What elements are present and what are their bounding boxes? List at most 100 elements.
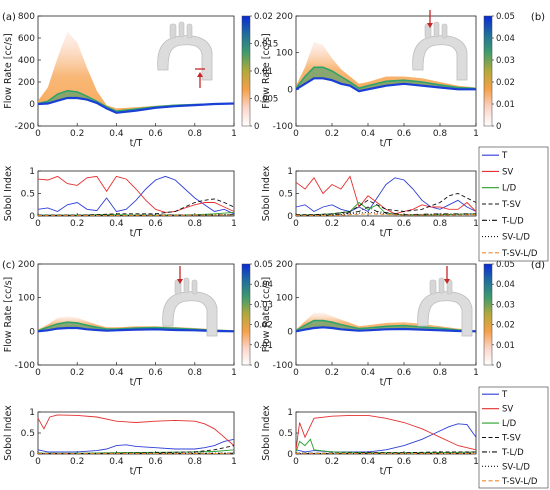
y-tick-label: 400: [18, 56, 35, 66]
y-tick-label: 0: [29, 100, 35, 110]
sobol-legends: TSVL/DT-SVT-L/DSV-L/DT-SV-L/DTSVL/DT-SVT…: [478, 146, 549, 489]
y-tick-label: 0: [287, 85, 293, 95]
subclavian-branch: [446, 279, 453, 295]
y-tick-label: -200: [15, 122, 36, 132]
aorta-arch-shape: [162, 291, 218, 337]
x-tick-label: 0.2: [70, 368, 84, 378]
y-axis-label: Sobol Index: [3, 405, 14, 461]
legend-entry-label: T: [501, 390, 508, 400]
x-tick-label: 0.4: [109, 219, 124, 229]
x-tick-label: 0.8: [188, 129, 203, 139]
x-tick-label: 0.6: [148, 129, 163, 139]
x-tick-label: 1: [231, 219, 237, 229]
colorbar-tick-label: 0.03: [496, 56, 515, 66]
y-tick-label: 1: [287, 167, 293, 177]
location-arrow-a: [195, 68, 205, 88]
x-axis-label: t/T: [380, 377, 393, 388]
aorta-inset-d: [417, 277, 473, 337]
colorbar-tick-label: 0.02: [496, 321, 515, 331]
sobol-series-t-l-d: [295, 206, 476, 217]
x-tick-label: 0: [293, 219, 299, 229]
x-tick-label: 0.4: [361, 129, 376, 139]
sobol-series-sv: [37, 175, 235, 213]
arrow-head: [197, 72, 203, 77]
x-tick-label: 0.4: [361, 457, 376, 467]
lower-envelope-line: [37, 96, 235, 114]
sobol-panel-d: 0 0.2 0.4 0.6 0.8 1 0 0.5 1 t/T Sobol Index: [261, 405, 479, 477]
colorbar: [241, 15, 251, 127]
x-tick-label: 0.6: [148, 457, 163, 467]
x-tick-label: 0.8: [433, 457, 448, 467]
panel-label: (d): [531, 260, 545, 271]
panel-label: (c): [2, 260, 15, 271]
x-tick-label: 0.2: [70, 219, 84, 229]
x-tick-label: 0: [35, 457, 41, 467]
x-tick-label: 1: [473, 129, 479, 139]
sobol-series-sv: [37, 414, 235, 446]
y-tick-label: 0.5: [21, 190, 35, 200]
colorbar-tick-label: 0.015: [254, 40, 278, 50]
mean-flow-line: [295, 66, 477, 90]
colorbar: [483, 263, 493, 366]
y-tick-label: 200: [276, 12, 293, 22]
colorbar-tick-label: 0.01: [496, 100, 515, 110]
y-axis-label: Flow Rate [cc/s]: [3, 33, 14, 109]
x-tick-label: 0.4: [109, 368, 124, 378]
legend-entry-label: L/D: [502, 184, 517, 194]
legend-entry-label: T-SV-L/D: [501, 477, 538, 487]
x-tick-label: 0.6: [148, 368, 163, 378]
y-tick-label: 0.5: [279, 429, 293, 439]
x-tick-label: 0.6: [397, 219, 412, 229]
subclavian-branch: [186, 23, 193, 39]
x-axis-label: t/T: [130, 138, 143, 149]
colorbar-tick-label: 0: [496, 361, 501, 371]
sobol-series-t: [37, 175, 235, 215]
colorbar-tick-label: 0.04: [496, 280, 515, 290]
x-tick-label: 0.2: [325, 219, 339, 229]
colorbar-tick-label: 0.01: [254, 67, 273, 77]
y-tick-label: 0: [287, 212, 293, 222]
mean-flow-line: [295, 319, 477, 332]
location-arrow-c: [177, 266, 183, 284]
legend-entry-label: L/D: [502, 419, 517, 429]
colorbar-tick-label: 0.04: [496, 34, 515, 44]
x-tick-label: 0: [35, 129, 41, 139]
colorbar-tick-label: 0.03: [496, 300, 515, 310]
lower-envelope-line: [295, 326, 477, 333]
colorbar-tick-label: 0.02: [254, 321, 273, 331]
x-tick-label: 0.8: [188, 457, 203, 467]
aorta-arch-shape: [417, 291, 473, 337]
plot-frame: [37, 170, 235, 217]
aorta-arch-shape: [412, 35, 468, 81]
carotid-branch: [433, 21, 440, 38]
x-axis-label: t/T: [130, 228, 143, 239]
y-tick-label: 0.5: [21, 429, 35, 439]
x-tick-label: 1: [231, 368, 237, 378]
colorbar-tick-label: 0.02: [496, 78, 515, 88]
x-tick-label: 0.8: [433, 368, 448, 378]
y-tick-label: 100: [276, 294, 293, 304]
sobol-series-sv: [295, 175, 477, 215]
x-tick-label: 0: [293, 368, 299, 378]
x-tick-label: 0.4: [109, 457, 124, 467]
sobol-series-t-sv: [296, 193, 477, 216]
x-tick-label: 0.2: [325, 368, 339, 378]
sobol-panel-b: 0 0.2 0.4 0.6 0.8 1 0 0.5 1 t/T Sobol Index: [261, 165, 479, 239]
y-axis-label: Sobol Index: [3, 165, 14, 221]
lower-envelope-line: [37, 326, 235, 333]
y-tick-label: 0: [287, 450, 293, 460]
x-tick-label: 0: [293, 129, 299, 139]
sobol-series-t: [295, 423, 477, 453]
y-tick-label: 200: [18, 260, 35, 270]
colorbar-tick-label: 0.05: [496, 12, 515, 22]
x-tick-label: 0.4: [361, 368, 376, 378]
aorta-inset-c: [162, 277, 218, 337]
sobol-series-t: [37, 438, 235, 453]
y-axis-label: Flow Rate [cc/s]: [261, 33, 272, 109]
location-arrow-d: [444, 266, 450, 284]
x-tick-label: 0: [35, 368, 41, 378]
x-tick-label: 0.2: [325, 457, 339, 467]
